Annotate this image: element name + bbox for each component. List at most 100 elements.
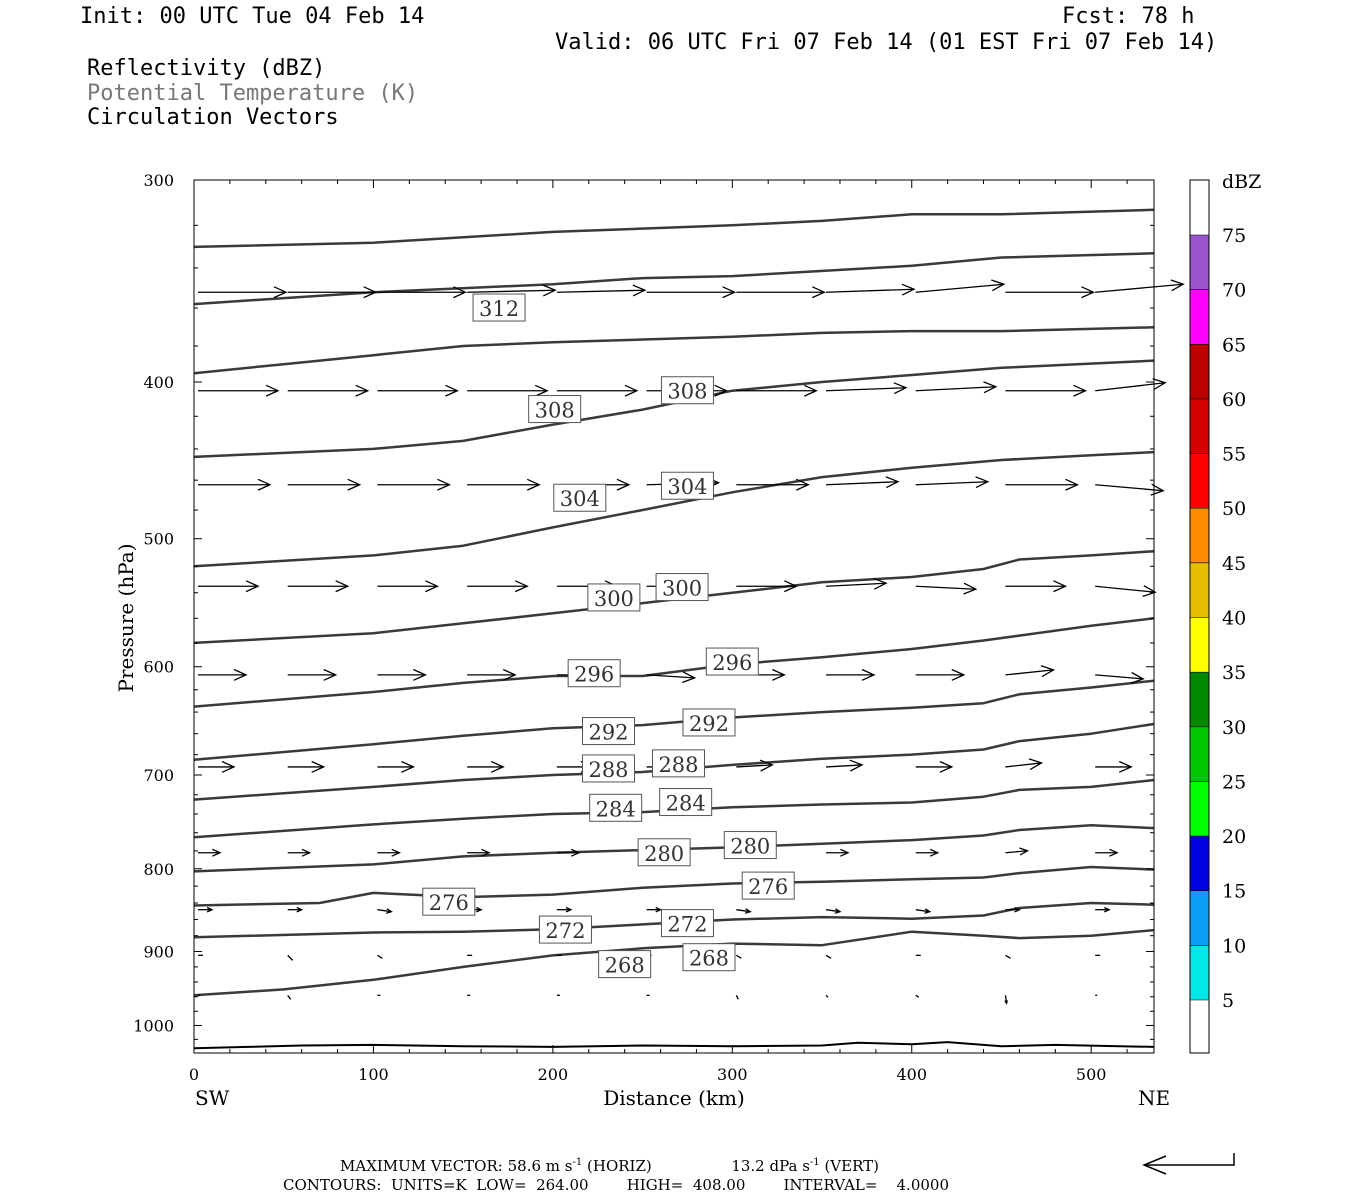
contour-label-text: 292 bbox=[588, 721, 628, 745]
circulation-vector bbox=[735, 954, 742, 959]
circulation-vector bbox=[915, 760, 954, 773]
colorbar-level-label: 65 bbox=[1222, 334, 1246, 356]
contour-label-text: 296 bbox=[574, 663, 614, 687]
circulation-vector bbox=[377, 954, 383, 959]
theta-contour-300 bbox=[193, 450, 1155, 568]
contour-label: 292 bbox=[582, 717, 636, 746]
circulation-vector bbox=[826, 476, 900, 489]
circulation-vector bbox=[825, 954, 832, 959]
theta-contours bbox=[193, 208, 1155, 997]
max-vector-line: MAXIMUM VECTOR: 58.6 m s-1 (HORIZ) 13.2 … bbox=[340, 1157, 879, 1175]
x-tick-label: 300 bbox=[717, 1065, 748, 1084]
circulation-vector bbox=[1005, 906, 1022, 913]
circulation-vector bbox=[556, 284, 647, 297]
colorbar-level-label: 50 bbox=[1222, 498, 1246, 520]
circulation-vector bbox=[377, 478, 451, 491]
circulation-vector bbox=[287, 286, 378, 299]
colorbar: 5 10 15 20 25 30 35 40 45 50 55 60 65 70 75 dBZ bbox=[1189, 171, 1261, 1054]
contour-label: 272 bbox=[538, 915, 592, 944]
circulation-vector bbox=[826, 577, 888, 590]
contour-label: 304 bbox=[553, 483, 607, 512]
colorbar-band bbox=[1190, 836, 1209, 891]
circulation-vector bbox=[198, 286, 288, 299]
circulation-vector bbox=[198, 384, 280, 397]
circulation-vector bbox=[377, 580, 439, 593]
colorbar-level-label: 45 bbox=[1222, 553, 1246, 575]
contour-label: 308 bbox=[528, 395, 582, 424]
contours-info: CONTOURS: UNITS=K LOW= 264.00 HIGH= 408.… bbox=[283, 1176, 949, 1194]
theta-contour-296 bbox=[193, 549, 1155, 645]
contour-label-text: 272 bbox=[667, 913, 707, 937]
contour-label-text: 284 bbox=[666, 792, 706, 816]
circulation-vector bbox=[736, 580, 798, 593]
y-tick-label: 400 bbox=[143, 373, 174, 392]
colorbar-band bbox=[1190, 617, 1209, 673]
colorbar-level-label: 10 bbox=[1222, 935, 1246, 957]
x-tick-label: 400 bbox=[896, 1065, 927, 1084]
circulation-vector bbox=[556, 906, 573, 913]
field-label-theta: Potential Temperature (K) bbox=[87, 81, 419, 106]
contour-label-text: 304 bbox=[667, 475, 707, 499]
colorbar-band bbox=[1190, 945, 1209, 1000]
contour-label: 276 bbox=[422, 887, 476, 916]
field-label-reflectivity: Reflectivity (dBZ) bbox=[87, 56, 326, 81]
y-tick-label: 1000 bbox=[133, 1016, 174, 1035]
circulation-vector bbox=[1005, 847, 1030, 856]
contour-label: 284 bbox=[659, 788, 713, 817]
contour-label-text: 268 bbox=[689, 947, 729, 971]
plot-frame bbox=[193, 179, 1155, 1054]
contour-label-text: 300 bbox=[594, 587, 634, 611]
circulation-vector bbox=[377, 908, 393, 914]
circulation-vector bbox=[826, 283, 916, 296]
circulation-vector bbox=[287, 954, 294, 961]
contour-label-text: 292 bbox=[689, 712, 729, 736]
circulation-vector bbox=[556, 848, 581, 857]
theta-contour-264 bbox=[193, 928, 1155, 997]
circulation-vector bbox=[287, 760, 326, 773]
colorbar-band bbox=[1190, 672, 1209, 727]
circulation-vector bbox=[1095, 906, 1111, 913]
circulation-vector bbox=[556, 384, 639, 397]
circulation-vector bbox=[377, 668, 427, 681]
axes: 300 400 500 600 700 800 900 1000 0 100 200 300 400 50… bbox=[133, 171, 1154, 1084]
circulation-vector bbox=[826, 848, 850, 857]
circulation-vector bbox=[826, 668, 876, 681]
colorbar-level-label: 55 bbox=[1222, 444, 1246, 466]
circulation-vector bbox=[915, 582, 978, 595]
circulation-vector bbox=[467, 478, 541, 491]
colorbar-level-label: 40 bbox=[1222, 608, 1246, 630]
colorbar-unit: dBZ bbox=[1222, 171, 1261, 193]
colorbar-level-label: 60 bbox=[1222, 389, 1246, 411]
vert-unit: (VERT) bbox=[824, 1157, 879, 1175]
theta-contour-312 bbox=[193, 252, 1155, 306]
theta-contour-292 bbox=[193, 617, 1155, 708]
circulation-vector bbox=[736, 384, 818, 397]
theta-contour-280 bbox=[193, 778, 1155, 839]
contour-label: 284 bbox=[589, 793, 643, 822]
circulation-vector bbox=[1005, 580, 1068, 593]
circulation-vector bbox=[736, 908, 752, 914]
contour-label-text: 288 bbox=[588, 758, 628, 782]
y-tick-label: 500 bbox=[143, 530, 174, 549]
theta-contour-304 bbox=[193, 359, 1155, 459]
circulation-vector bbox=[377, 848, 401, 857]
contour-label: 312 bbox=[472, 293, 526, 322]
forecast-hour: Fcst: 78 h bbox=[1062, 4, 1195, 29]
circulation-vectors bbox=[198, 279, 1185, 1005]
circulation-vector bbox=[467, 384, 549, 397]
circulation-vector bbox=[198, 478, 272, 491]
contour-label: 308 bbox=[660, 376, 714, 405]
x-label-ne: NE bbox=[1138, 1086, 1170, 1110]
circulation-vector bbox=[287, 848, 312, 857]
field-label-vectors: Circulation Vectors bbox=[87, 105, 339, 130]
y-tick-label: 700 bbox=[143, 766, 174, 785]
y-tick-label: 600 bbox=[143, 658, 174, 677]
circulation-vector bbox=[377, 384, 459, 397]
circulation-vector bbox=[915, 279, 1006, 293]
x-tick-label: 500 bbox=[1076, 1065, 1107, 1084]
circulation-vector bbox=[1005, 478, 1080, 491]
contour-label: 272 bbox=[660, 909, 714, 938]
theta-contour-284 bbox=[193, 722, 1155, 801]
circulation-vector bbox=[825, 994, 829, 998]
